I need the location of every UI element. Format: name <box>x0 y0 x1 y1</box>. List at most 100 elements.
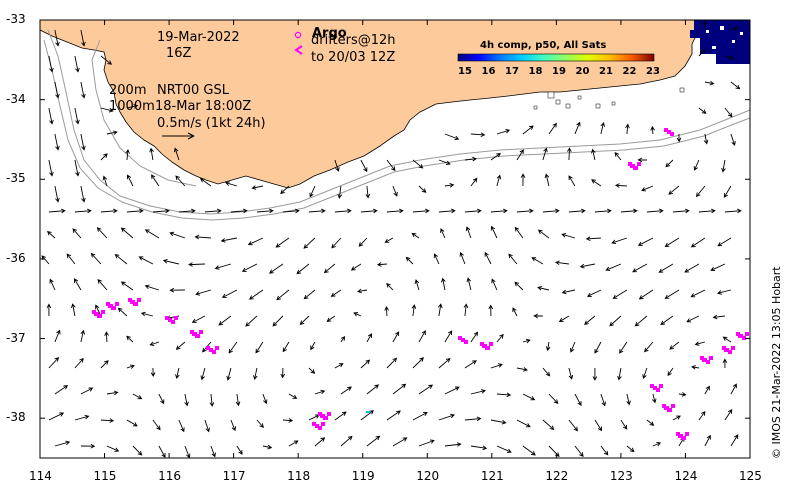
current-arrow <box>337 185 343 199</box>
current-arrow <box>724 409 733 421</box>
current-arrow <box>126 104 139 109</box>
drifter-point <box>681 436 685 440</box>
axis-ticks <box>39 19 751 458</box>
current-arrow <box>516 367 528 372</box>
current-arrow <box>386 410 401 421</box>
current-arrow <box>126 419 138 427</box>
current-arrow <box>568 208 586 214</box>
current-arrow <box>544 173 550 187</box>
current-arrow <box>686 315 700 323</box>
current-arrow <box>194 234 211 240</box>
current-arrow <box>149 147 154 161</box>
current-arrow <box>591 179 602 187</box>
colorbar-tick: 18 <box>528 66 543 77</box>
current-arrow <box>80 81 86 99</box>
current-arrow <box>418 330 426 343</box>
current-arrow <box>48 412 65 421</box>
current-arrow <box>314 437 326 447</box>
current-arrow <box>191 315 206 323</box>
current-arrow <box>114 253 128 265</box>
current-arrow <box>444 386 460 395</box>
current-arrow <box>276 289 290 301</box>
current-arrow <box>626 393 631 406</box>
drifter-point <box>656 388 660 392</box>
colorbar <box>457 53 655 62</box>
current-arrow <box>730 81 741 90</box>
current-arrow <box>392 331 400 343</box>
current-arrow <box>615 183 627 188</box>
y-tick-label: -34 <box>6 91 26 106</box>
current-arrow <box>592 367 598 381</box>
current-arrow <box>366 384 380 395</box>
current-arrow <box>256 208 274 214</box>
current-arrow <box>554 260 569 266</box>
y-tick-label: -38 <box>6 410 26 425</box>
current-arrow <box>54 329 61 343</box>
current-arrow <box>463 303 469 317</box>
x-tick-label: 118 <box>287 469 311 483</box>
current-arrow <box>695 185 706 198</box>
current-arrow <box>567 147 572 161</box>
current-arrow <box>444 133 460 141</box>
current-arrow <box>652 442 662 447</box>
current-arrow <box>730 383 737 395</box>
current-arrow <box>412 411 428 421</box>
drifter-point <box>195 334 199 338</box>
current-arrow <box>514 226 524 239</box>
y-tick-label: -37 <box>6 330 26 345</box>
drifter-point <box>137 298 141 302</box>
current-arrow <box>195 289 212 296</box>
drifter-point <box>667 408 671 412</box>
current-arrow <box>584 315 596 325</box>
current-arrow <box>204 419 210 433</box>
current-arrow <box>440 228 446 239</box>
current-arrow <box>326 315 336 322</box>
current-arrow <box>256 419 264 428</box>
current-arrow <box>106 130 118 135</box>
current-arrow <box>466 277 472 291</box>
colorbar-tick: 16 <box>481 66 496 77</box>
current-arrow <box>144 229 160 239</box>
current-arrow <box>568 367 574 380</box>
current-arrow <box>490 208 508 214</box>
current-arrow <box>100 208 118 214</box>
current-arrow <box>49 278 56 291</box>
current-arrow <box>126 208 144 214</box>
current-arrow <box>249 289 264 300</box>
y-tick-label: -35 <box>6 171 26 186</box>
current-arrow <box>537 285 550 291</box>
current-arrow <box>80 329 85 343</box>
current-arrow <box>138 256 154 265</box>
current-arrow <box>444 442 462 447</box>
current-arrow <box>125 149 130 161</box>
current-arrow <box>496 333 504 343</box>
current-arrow <box>236 445 243 455</box>
current-arrow <box>184 445 191 458</box>
current-arrow <box>585 236 601 242</box>
x-tick-label: 114 <box>29 469 52 483</box>
current-arrow <box>253 367 258 381</box>
current-arrow <box>102 175 108 187</box>
current-arrow <box>334 208 352 214</box>
current-arrow <box>282 341 290 353</box>
drifter-point <box>670 132 674 136</box>
current-arrow <box>386 282 394 291</box>
drifter-point <box>745 332 749 336</box>
current-arrow <box>80 133 86 151</box>
current-arrow <box>488 304 494 317</box>
current-arrow <box>175 367 180 380</box>
colorbar-tick: 19 <box>552 66 566 77</box>
x-tick-label: 120 <box>416 469 440 483</box>
current-arrow <box>651 393 657 404</box>
current-arrow <box>568 175 576 187</box>
drifter-point <box>728 350 732 354</box>
current-arrow <box>392 383 407 395</box>
drifter-point <box>94 312 98 316</box>
current-arrow <box>175 341 186 350</box>
drifter-point <box>724 348 728 352</box>
drifter-point <box>206 346 210 350</box>
current-arrow <box>634 315 648 327</box>
current-arrow <box>693 159 700 171</box>
current-arrow <box>542 419 555 431</box>
drifter-marker <box>294 45 303 55</box>
